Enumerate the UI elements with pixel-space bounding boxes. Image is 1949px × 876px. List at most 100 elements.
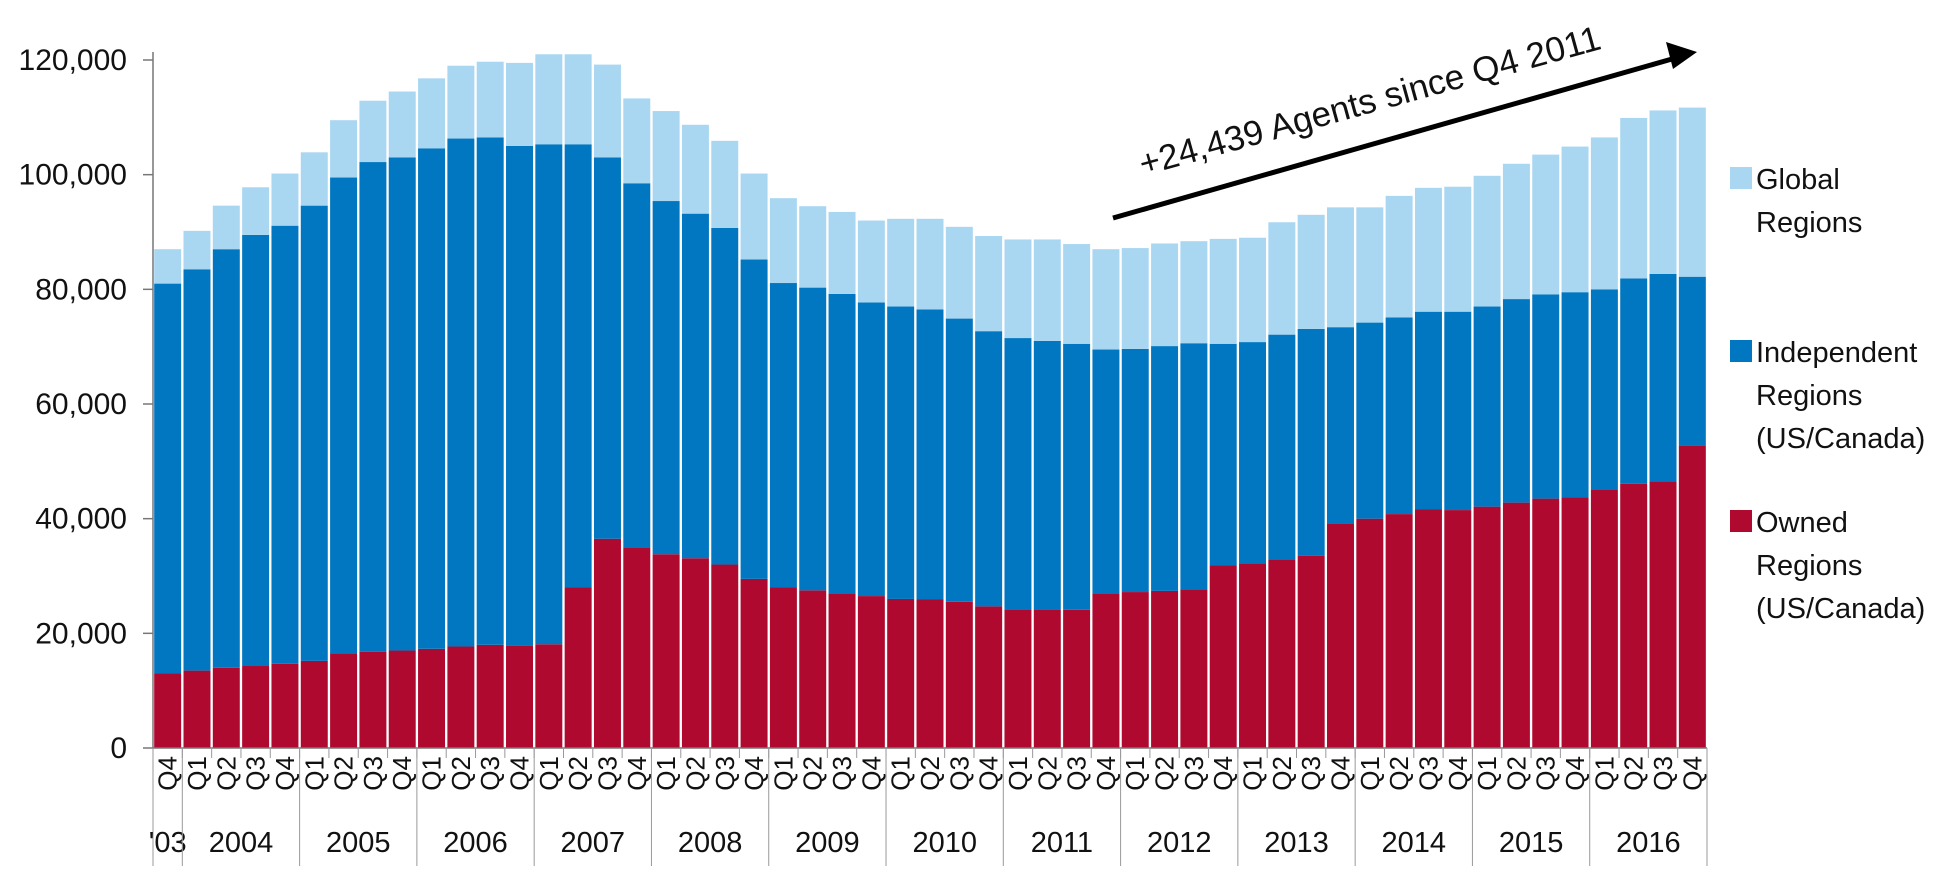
bar-segment-independent bbox=[1502, 299, 1530, 503]
y-tick-label: 0 bbox=[110, 732, 127, 765]
bar-segment-owned bbox=[212, 667, 240, 748]
bar-segment-owned bbox=[1063, 609, 1091, 748]
bar-segment-independent bbox=[506, 146, 533, 646]
bar-segment-owned bbox=[623, 547, 651, 748]
bar-segment-owned bbox=[652, 554, 680, 748]
bar-segment-independent bbox=[1151, 346, 1179, 591]
quarter-label: Q1 bbox=[1589, 756, 1619, 791]
bar-segment-independent bbox=[1678, 276, 1706, 446]
bar-segment-global bbox=[740, 173, 768, 260]
bar-segment-owned bbox=[711, 564, 739, 748]
bar-segment-independent bbox=[183, 269, 211, 671]
bar-segment-global bbox=[1385, 195, 1413, 318]
year-label: 2006 bbox=[443, 827, 508, 859]
bar-segment-owned bbox=[564, 587, 592, 748]
quarter-label: Q1 bbox=[886, 756, 916, 791]
bar-segment-global bbox=[1092, 249, 1120, 350]
bar-segment-independent bbox=[242, 234, 270, 667]
quarter-label: Q1 bbox=[417, 756, 447, 791]
bar-segment-global bbox=[1033, 239, 1061, 341]
bar-segment-independent bbox=[1121, 348, 1149, 593]
quarter-label: Q3 bbox=[1179, 756, 1209, 791]
bar-segment-global bbox=[242, 187, 270, 235]
quarter-label: Q4 bbox=[387, 756, 417, 791]
bar-segment-global bbox=[1590, 137, 1618, 290]
bar-segment-owned bbox=[1649, 481, 1677, 748]
bar-segment-independent bbox=[799, 287, 827, 591]
bar-segment-owned bbox=[916, 599, 944, 748]
bar-segment-global bbox=[1561, 146, 1589, 293]
bar-segment-global bbox=[1620, 117, 1648, 279]
quarter-label: Q2 bbox=[1267, 756, 1297, 791]
bar-segment-owned bbox=[242, 666, 270, 748]
y-tick-label: 40,000 bbox=[35, 503, 127, 536]
bar-segment-independent bbox=[359, 162, 387, 652]
bar-segment-owned bbox=[1297, 555, 1325, 748]
bar-segment-owned bbox=[359, 651, 387, 748]
year-label: 2010 bbox=[912, 827, 977, 859]
bar-segment-global bbox=[652, 111, 680, 202]
bar-segment-global bbox=[1649, 110, 1677, 274]
year-label: 2014 bbox=[1382, 827, 1447, 859]
bar-segment-independent bbox=[1327, 327, 1354, 524]
bar-segment-owned bbox=[1356, 518, 1384, 748]
quarter-label: Q4 bbox=[622, 756, 652, 791]
y-tick-label: 60,000 bbox=[35, 388, 127, 421]
quarter-label: Q2 bbox=[563, 756, 593, 791]
quarter-label: Q4 bbox=[856, 756, 886, 791]
legend-label: Global bbox=[1756, 164, 1840, 196]
bar-segment-owned bbox=[1239, 563, 1267, 748]
bar-segment-global bbox=[476, 61, 504, 138]
bar-segment-independent bbox=[300, 205, 328, 661]
year-label: 2009 bbox=[795, 827, 860, 859]
bar-segment-independent bbox=[154, 283, 182, 674]
legend-label: Regions bbox=[1756, 550, 1862, 582]
year-label: 2013 bbox=[1264, 827, 1329, 859]
bar-segment-owned bbox=[271, 663, 299, 748]
bar-segment-independent bbox=[330, 177, 358, 654]
bar-segment-independent bbox=[1180, 343, 1208, 590]
bar-segment-owned bbox=[418, 648, 446, 748]
bar-segment-global bbox=[1180, 241, 1208, 344]
bar-segment-global bbox=[1327, 207, 1354, 328]
quarter-label: Q3 bbox=[1531, 756, 1561, 791]
bar-segment-independent bbox=[476, 137, 504, 645]
y-tick-label: 80,000 bbox=[35, 273, 127, 306]
quarter-label: Q2 bbox=[798, 756, 828, 791]
quarter-label: Q2 bbox=[680, 756, 710, 791]
year-label: 2005 bbox=[326, 827, 391, 859]
quarter-label: Q2 bbox=[915, 756, 945, 791]
year-label: 2012 bbox=[1147, 827, 1212, 859]
bar-segment-owned bbox=[975, 606, 1003, 748]
quarter-label: Q3 bbox=[241, 756, 271, 791]
legend-swatch bbox=[1730, 340, 1752, 362]
bar-segment-owned bbox=[828, 593, 856, 748]
bar-segment-independent bbox=[1444, 311, 1472, 511]
quarter-label: Q2 bbox=[1501, 756, 1531, 791]
bar-segment-independent bbox=[681, 213, 709, 559]
bar-segment-independent bbox=[1209, 343, 1237, 566]
bar-segment-independent bbox=[1561, 292, 1589, 498]
legend-swatch bbox=[1730, 510, 1752, 532]
x-axis: Q4 Q1 Q2 Q3 Q4 Q1 Q2 Q3 Q4 Q1 Q2 Q3 Q4 Q1 Q2 Q3 Q4 Q1 Q2 Q3… bbox=[149, 747, 1708, 866]
bar-segment-global bbox=[1473, 175, 1501, 307]
quarter-label: Q1 bbox=[1238, 756, 1268, 791]
quarter-label: Q4 bbox=[974, 756, 1004, 791]
y-tick-label: 20,000 bbox=[35, 617, 127, 650]
bar-segment-owned bbox=[887, 598, 915, 748]
bar-segment-independent bbox=[564, 144, 592, 588]
bar-segment-global bbox=[1063, 244, 1091, 344]
bar-segment-owned bbox=[1502, 502, 1530, 748]
bar-segment-global bbox=[1414, 187, 1442, 312]
quarter-label: Q2 bbox=[1384, 756, 1414, 791]
quarter-label: Q4 bbox=[1208, 756, 1238, 791]
quarter-label: Q4 bbox=[1091, 756, 1121, 791]
bar-segment-independent bbox=[1004, 338, 1032, 610]
bar-segment-independent bbox=[1414, 311, 1442, 510]
quarter-label: Q1 bbox=[1003, 756, 1033, 791]
legend: Global Regions Independent Regions (US/Canad… bbox=[1730, 164, 1925, 625]
bar-segment-independent bbox=[1620, 278, 1648, 484]
y-tick-label: 100,000 bbox=[19, 159, 127, 192]
bar-segment-owned bbox=[183, 670, 211, 748]
quarter-label: Q4 bbox=[1443, 756, 1473, 791]
